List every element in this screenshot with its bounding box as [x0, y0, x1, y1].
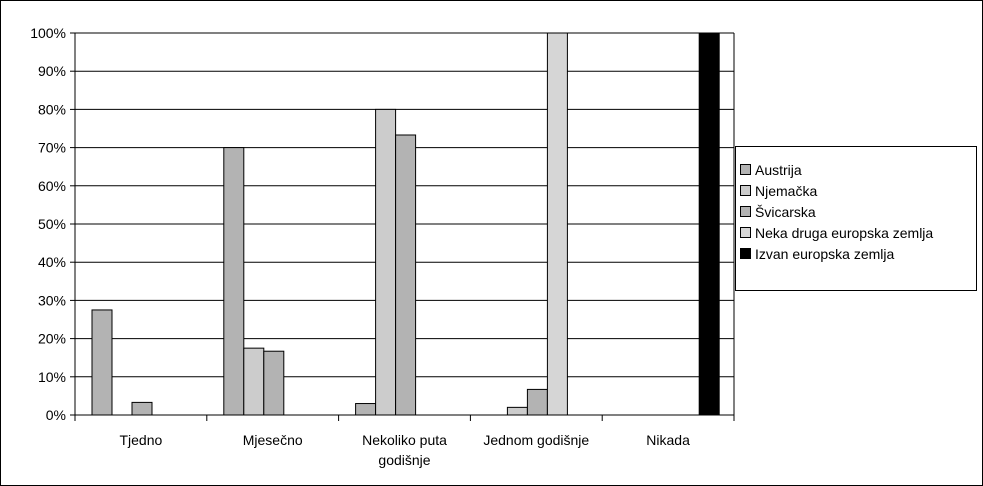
bar-3-1	[132, 402, 152, 415]
x-tick-label: Nikada	[646, 432, 690, 448]
legend-label-neka-druga: Neka druga europska zemlja	[755, 225, 933, 241]
bar-3-4	[527, 389, 547, 415]
legend-swatch-svicarska	[740, 206, 751, 217]
legend-label-austrija: Austrija	[755, 162, 802, 178]
y-tick-label: 50%	[38, 216, 66, 232]
legend-item-njemacka: Njemačka	[740, 180, 976, 201]
y-tick-label: 100%	[30, 25, 66, 41]
y-tick-label: 20%	[38, 331, 66, 347]
legend-item-svicarska: Švicarska	[740, 201, 976, 222]
x-tick-label: Jednom godišnje	[483, 432, 589, 448]
y-tick-label: 0%	[46, 407, 66, 423]
x-tick-label: Nekoliko puta	[362, 432, 447, 448]
y-tick-label: 60%	[38, 178, 66, 194]
bar-1-2	[224, 148, 244, 415]
legend-label-njemacka: Njemačka	[755, 183, 817, 199]
bar-2-3	[376, 109, 396, 415]
y-tick-label: 40%	[38, 254, 66, 270]
y-tick-label: 80%	[38, 101, 66, 117]
bar-5-5	[699, 33, 719, 415]
bar-1-3	[356, 404, 376, 415]
y-tick-label: 90%	[38, 63, 66, 79]
x-tick-label: Tjedno	[119, 432, 162, 448]
legend-item-izvan: Izvan europska zemlja	[740, 243, 976, 264]
legend-swatch-izvan	[740, 248, 751, 259]
legend: Austrija Njemačka Švicarska Neka druga e…	[735, 146, 977, 291]
y-tick-label: 30%	[38, 292, 66, 308]
legend-swatch-neka-druga	[740, 227, 751, 238]
bar-3-2	[264, 351, 284, 415]
y-tick-label: 10%	[38, 369, 66, 385]
bar-2-4	[507, 407, 527, 415]
x-tick-label: godišnje	[378, 452, 430, 468]
legend-label-svicarska: Švicarska	[755, 204, 816, 220]
x-tick-label: Mjesečno	[243, 432, 303, 448]
legend-swatch-austrija	[740, 164, 751, 175]
legend-label-izvan: Izvan europska zemlja	[755, 246, 894, 262]
legend-item-austrija: Austrija	[740, 159, 976, 180]
bar-4-4	[547, 33, 567, 415]
bar-1-1	[92, 310, 112, 415]
bar-2-2	[244, 348, 264, 415]
legend-item-neka-druga: Neka druga europska zemlja	[740, 222, 976, 243]
y-tick-label: 70%	[38, 140, 66, 156]
bar-3-3	[396, 135, 416, 415]
legend-swatch-njemacka	[740, 185, 751, 196]
